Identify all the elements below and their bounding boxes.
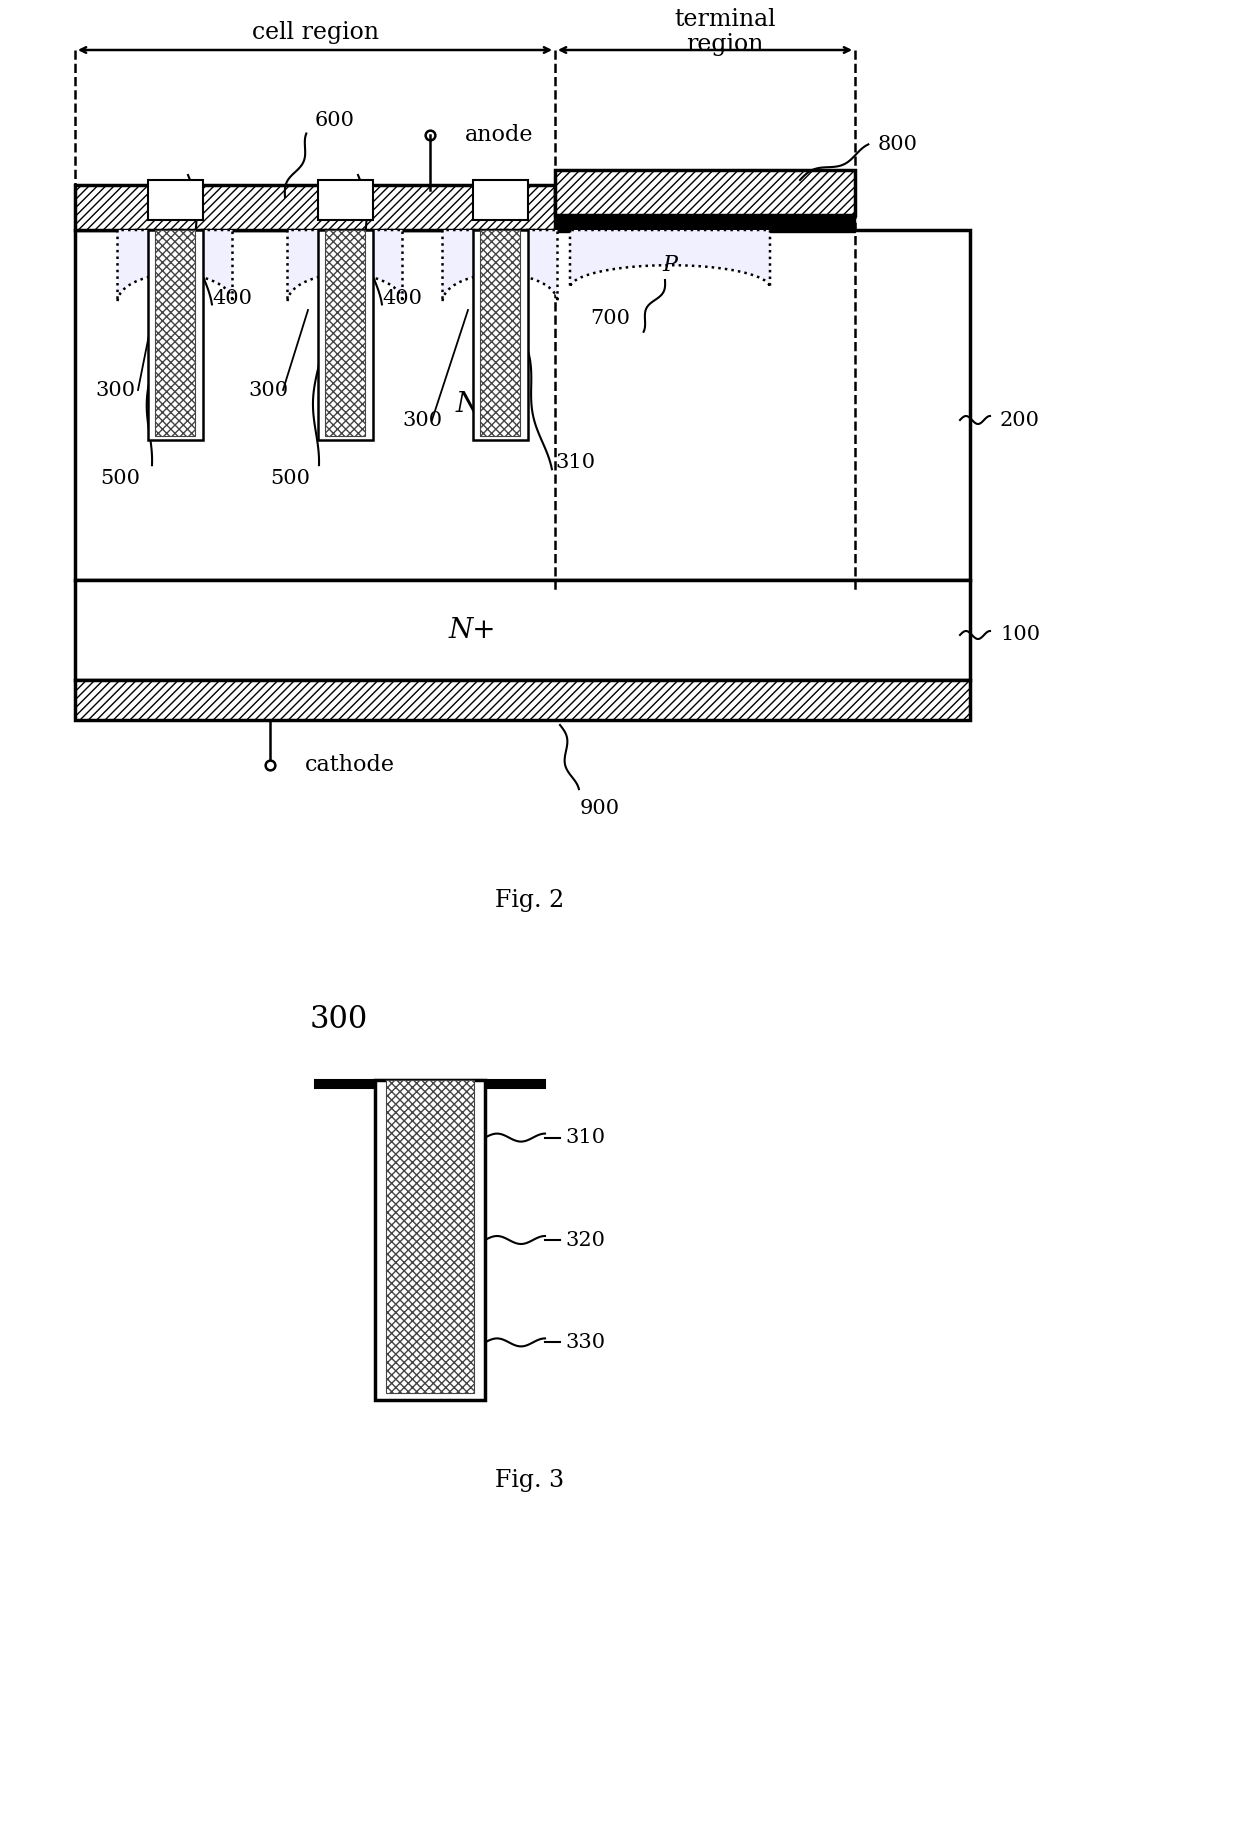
Text: 400: 400 [212, 288, 252, 307]
Text: P: P [167, 259, 182, 281]
Text: 100: 100 [999, 625, 1040, 645]
Text: 310: 310 [565, 1127, 605, 1148]
Bar [74, 185, 556, 229]
Text: 500: 500 [100, 469, 140, 488]
Text: region: region [686, 33, 764, 57]
Bar [317, 229, 372, 440]
Text: P: P [337, 259, 352, 281]
Bar [148, 229, 202, 440]
Text: anode: anode [465, 124, 533, 146]
Bar [556, 214, 856, 233]
Text: 900: 900 [580, 798, 620, 817]
Text: 500: 500 [270, 469, 310, 488]
Text: cathode: cathode [305, 754, 396, 776]
Text: N-: N- [455, 392, 490, 418]
Text: 330: 330 [565, 1332, 605, 1353]
Text: P: P [662, 253, 677, 275]
Bar [374, 1079, 485, 1401]
Text: 320: 320 [565, 1231, 605, 1249]
Text: 200: 200 [999, 410, 1040, 429]
Polygon shape [288, 229, 403, 301]
Text: 300: 300 [402, 410, 443, 429]
Text: 400: 400 [382, 288, 422, 307]
Bar [472, 229, 527, 440]
Text: cell region: cell region [252, 20, 378, 44]
Bar [472, 179, 527, 220]
Text: Fig. 3: Fig. 3 [496, 1469, 564, 1491]
Text: 310: 310 [556, 453, 595, 473]
Bar [386, 1079, 474, 1393]
Text: P: P [492, 259, 507, 281]
Text: 800: 800 [878, 135, 918, 155]
Polygon shape [443, 229, 558, 301]
Bar [74, 229, 970, 580]
Text: 300: 300 [248, 381, 288, 399]
Bar [556, 170, 856, 214]
Polygon shape [118, 229, 233, 301]
Bar [480, 229, 520, 436]
Bar [317, 179, 372, 220]
Bar [74, 580, 970, 680]
Text: Fig. 2: Fig. 2 [495, 889, 564, 911]
Text: 600: 600 [315, 111, 355, 129]
Text: 300: 300 [310, 1005, 368, 1035]
Bar [325, 229, 365, 436]
Text: 700: 700 [590, 309, 630, 327]
Text: N+: N+ [449, 617, 496, 643]
Bar [155, 229, 195, 436]
Bar [74, 680, 970, 721]
Polygon shape [570, 229, 770, 288]
Bar [315, 1079, 546, 1088]
Text: 300: 300 [95, 381, 135, 399]
Text: terminal: terminal [675, 9, 776, 31]
Bar [148, 179, 202, 220]
